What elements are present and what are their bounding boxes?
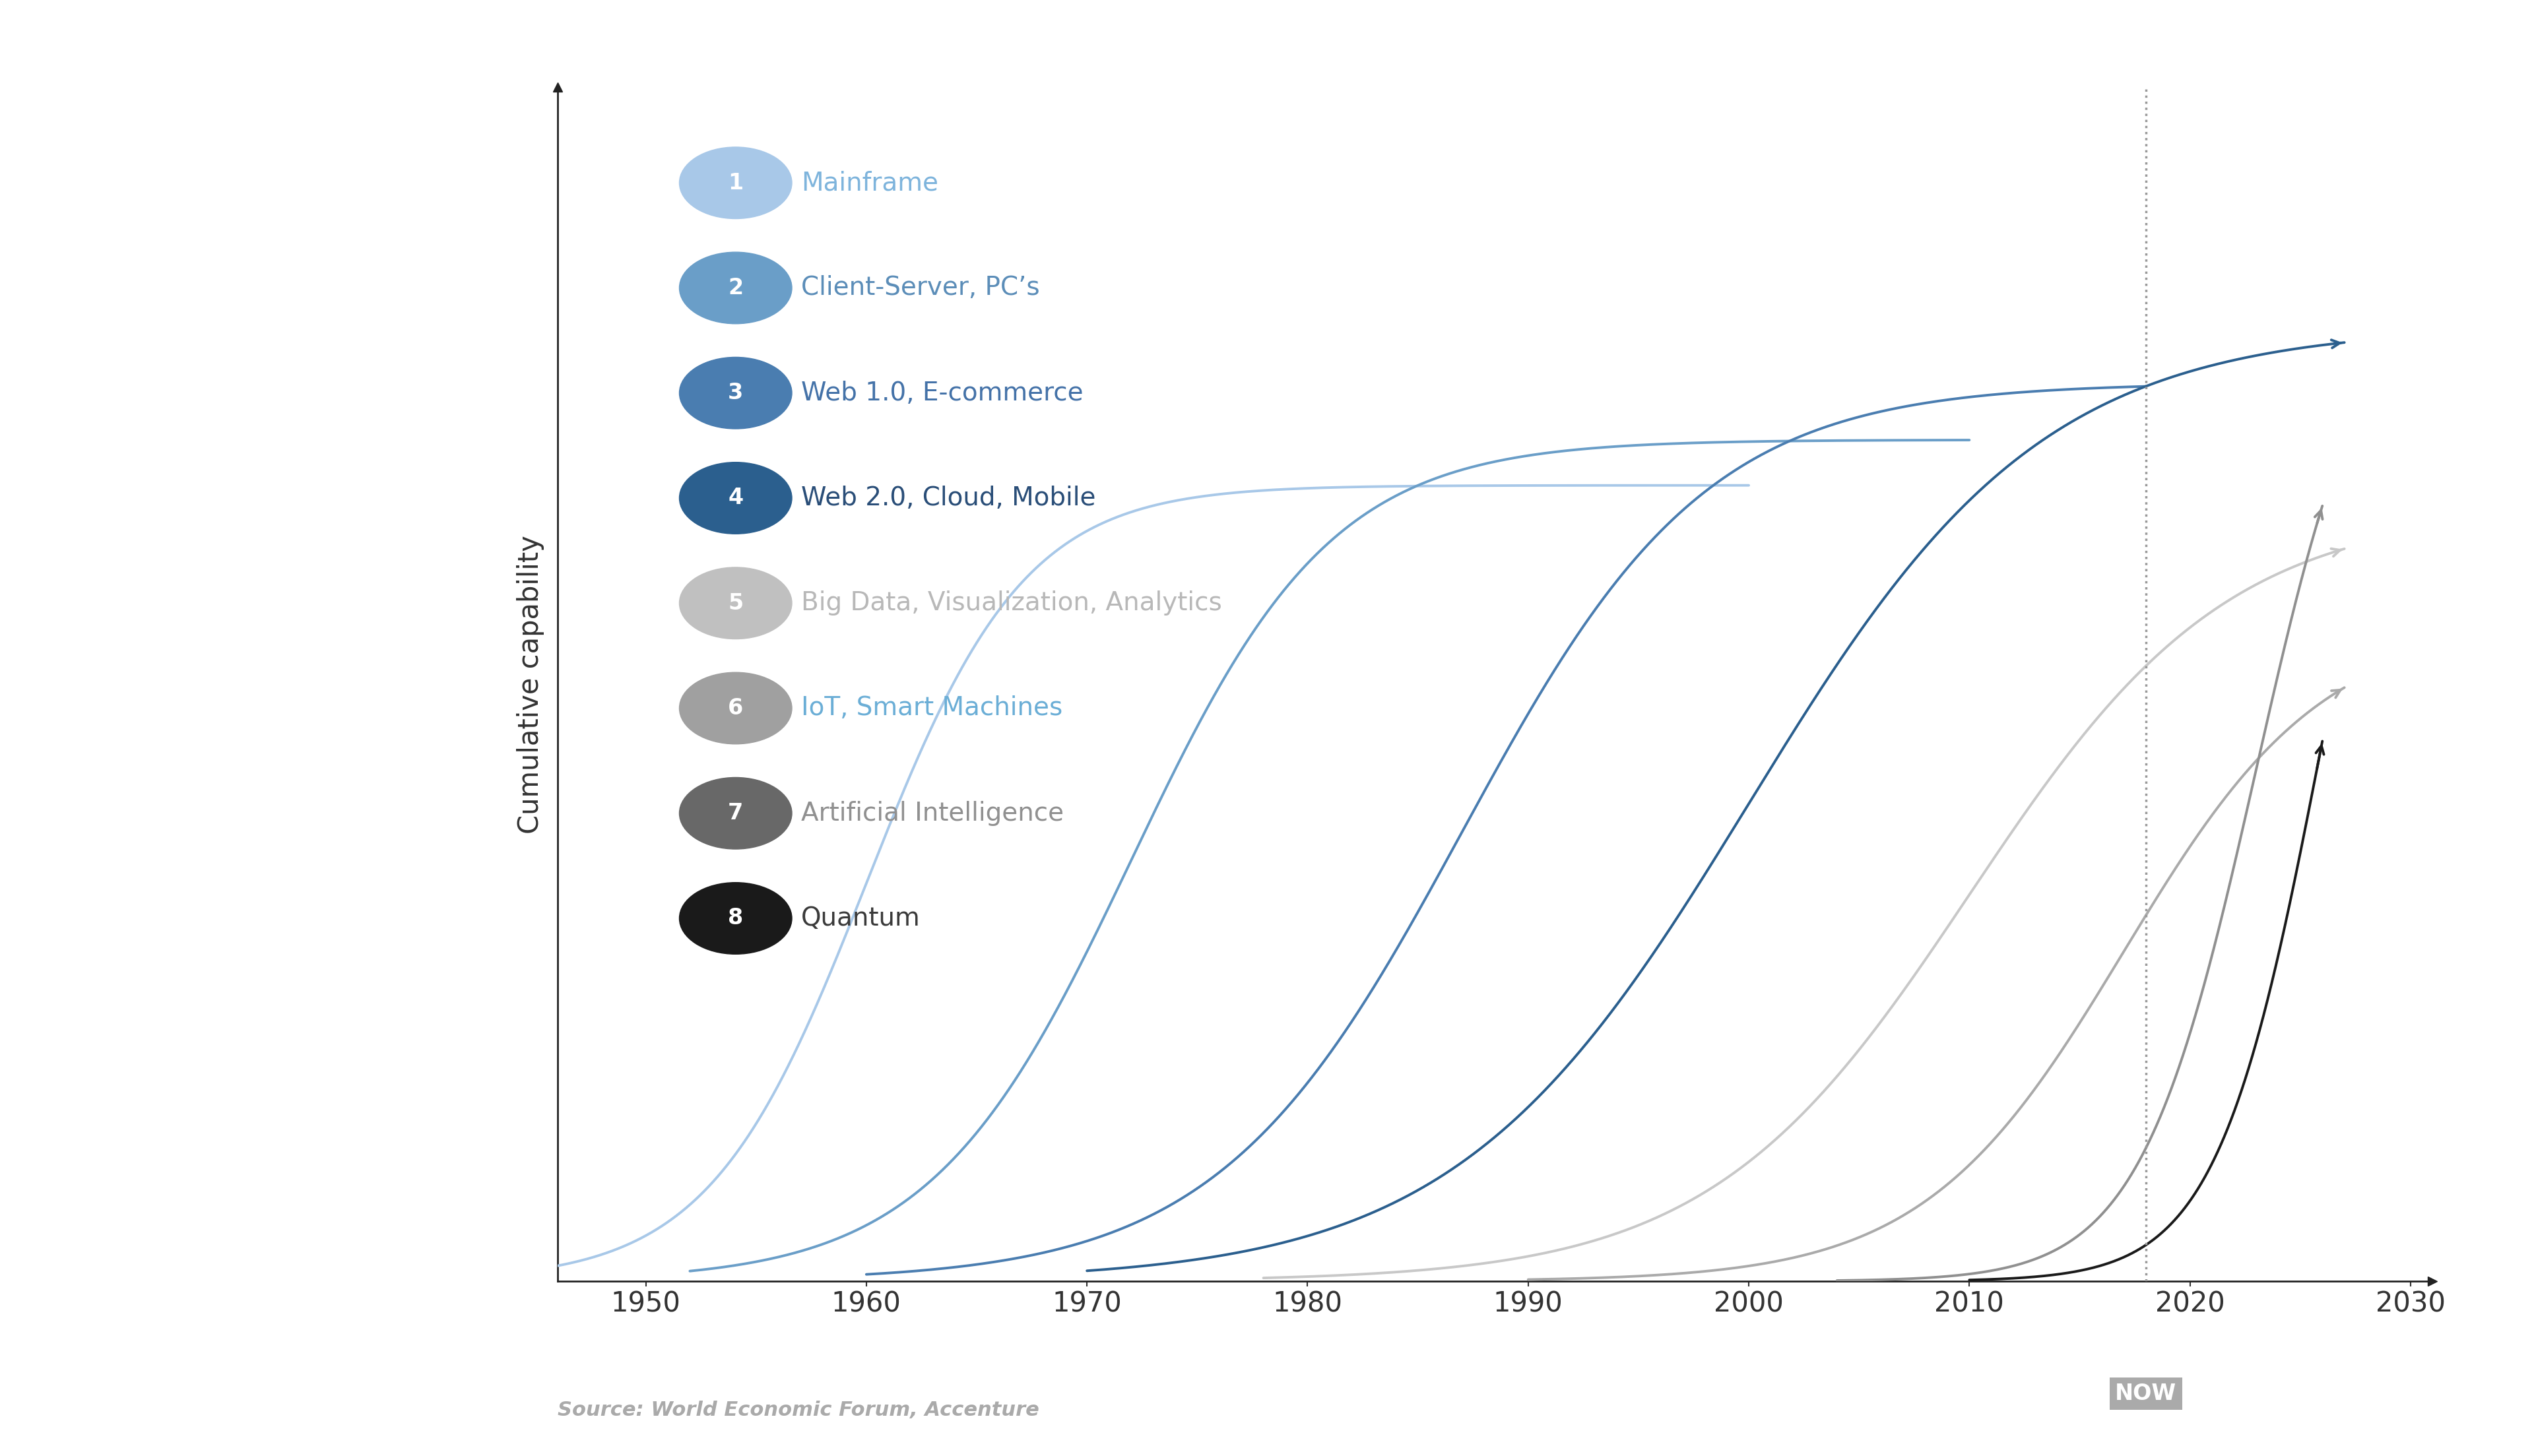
Y-axis label: Cumulative capability: Cumulative capability — [517, 534, 545, 834]
Text: 2: 2 — [727, 277, 742, 298]
Circle shape — [679, 147, 791, 218]
Circle shape — [679, 673, 791, 744]
Text: Mainframe: Mainframe — [801, 170, 938, 195]
Text: 7: 7 — [727, 802, 742, 824]
Text: Web 2.0, Cloud, Mobile: Web 2.0, Cloud, Mobile — [801, 485, 1095, 511]
Circle shape — [679, 462, 791, 534]
Text: Big Data, Visualization, Analytics: Big Data, Visualization, Analytics — [801, 591, 1221, 616]
Text: 5: 5 — [727, 593, 742, 614]
Text: 1: 1 — [727, 172, 742, 194]
Text: Web 1.0, E-commerce: Web 1.0, E-commerce — [801, 380, 1085, 406]
Circle shape — [679, 252, 791, 323]
Text: IoT, Smart Machines: IoT, Smart Machines — [801, 696, 1062, 721]
Text: NOW: NOW — [2116, 1383, 2177, 1405]
Text: Quantum: Quantum — [801, 906, 920, 930]
Text: 8: 8 — [727, 907, 742, 929]
Circle shape — [679, 568, 791, 639]
Circle shape — [679, 882, 791, 954]
Circle shape — [679, 778, 791, 849]
Text: Client-Server, PC’s: Client-Server, PC’s — [801, 275, 1039, 300]
Text: 3: 3 — [727, 381, 742, 403]
Circle shape — [679, 357, 791, 430]
Text: Source: World Economic Forum, Accenture: Source: World Economic Forum, Accenture — [557, 1401, 1039, 1420]
Text: 4: 4 — [727, 488, 742, 510]
Text: 6: 6 — [727, 697, 742, 719]
Text: Artificial Intelligence: Artificial Intelligence — [801, 801, 1064, 826]
